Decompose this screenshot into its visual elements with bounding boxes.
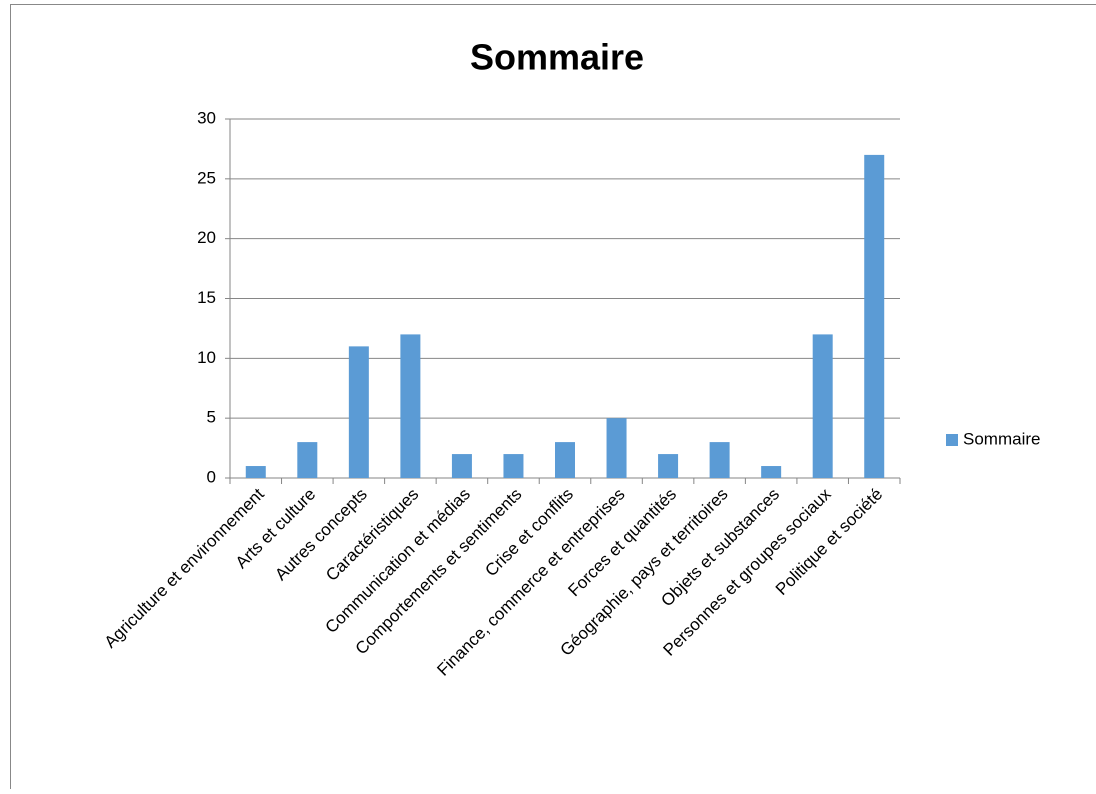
y-tick-label: 20 [197,228,216,247]
bar [864,155,884,478]
bar [555,442,575,478]
bar [349,346,369,478]
chart-title: Sommaire [470,37,644,78]
y-tick-label: 0 [207,467,216,486]
bar [503,454,523,478]
bar [452,454,472,478]
y-tick-label: 10 [197,348,216,367]
bar [607,418,627,478]
bar [710,442,730,478]
y-tick-label: 5 [207,408,216,427]
legend-label: Sommaire [963,429,1040,448]
y-tick-label: 25 [197,168,216,187]
bar [658,454,678,478]
chart-frame [11,5,1096,790]
bar [297,442,317,478]
y-tick-label: 30 [197,108,216,127]
legend-swatch [946,434,958,446]
bar [813,334,833,478]
y-tick-label: 15 [197,288,216,307]
bar [400,334,420,478]
bar [761,466,781,478]
bar [246,466,266,478]
